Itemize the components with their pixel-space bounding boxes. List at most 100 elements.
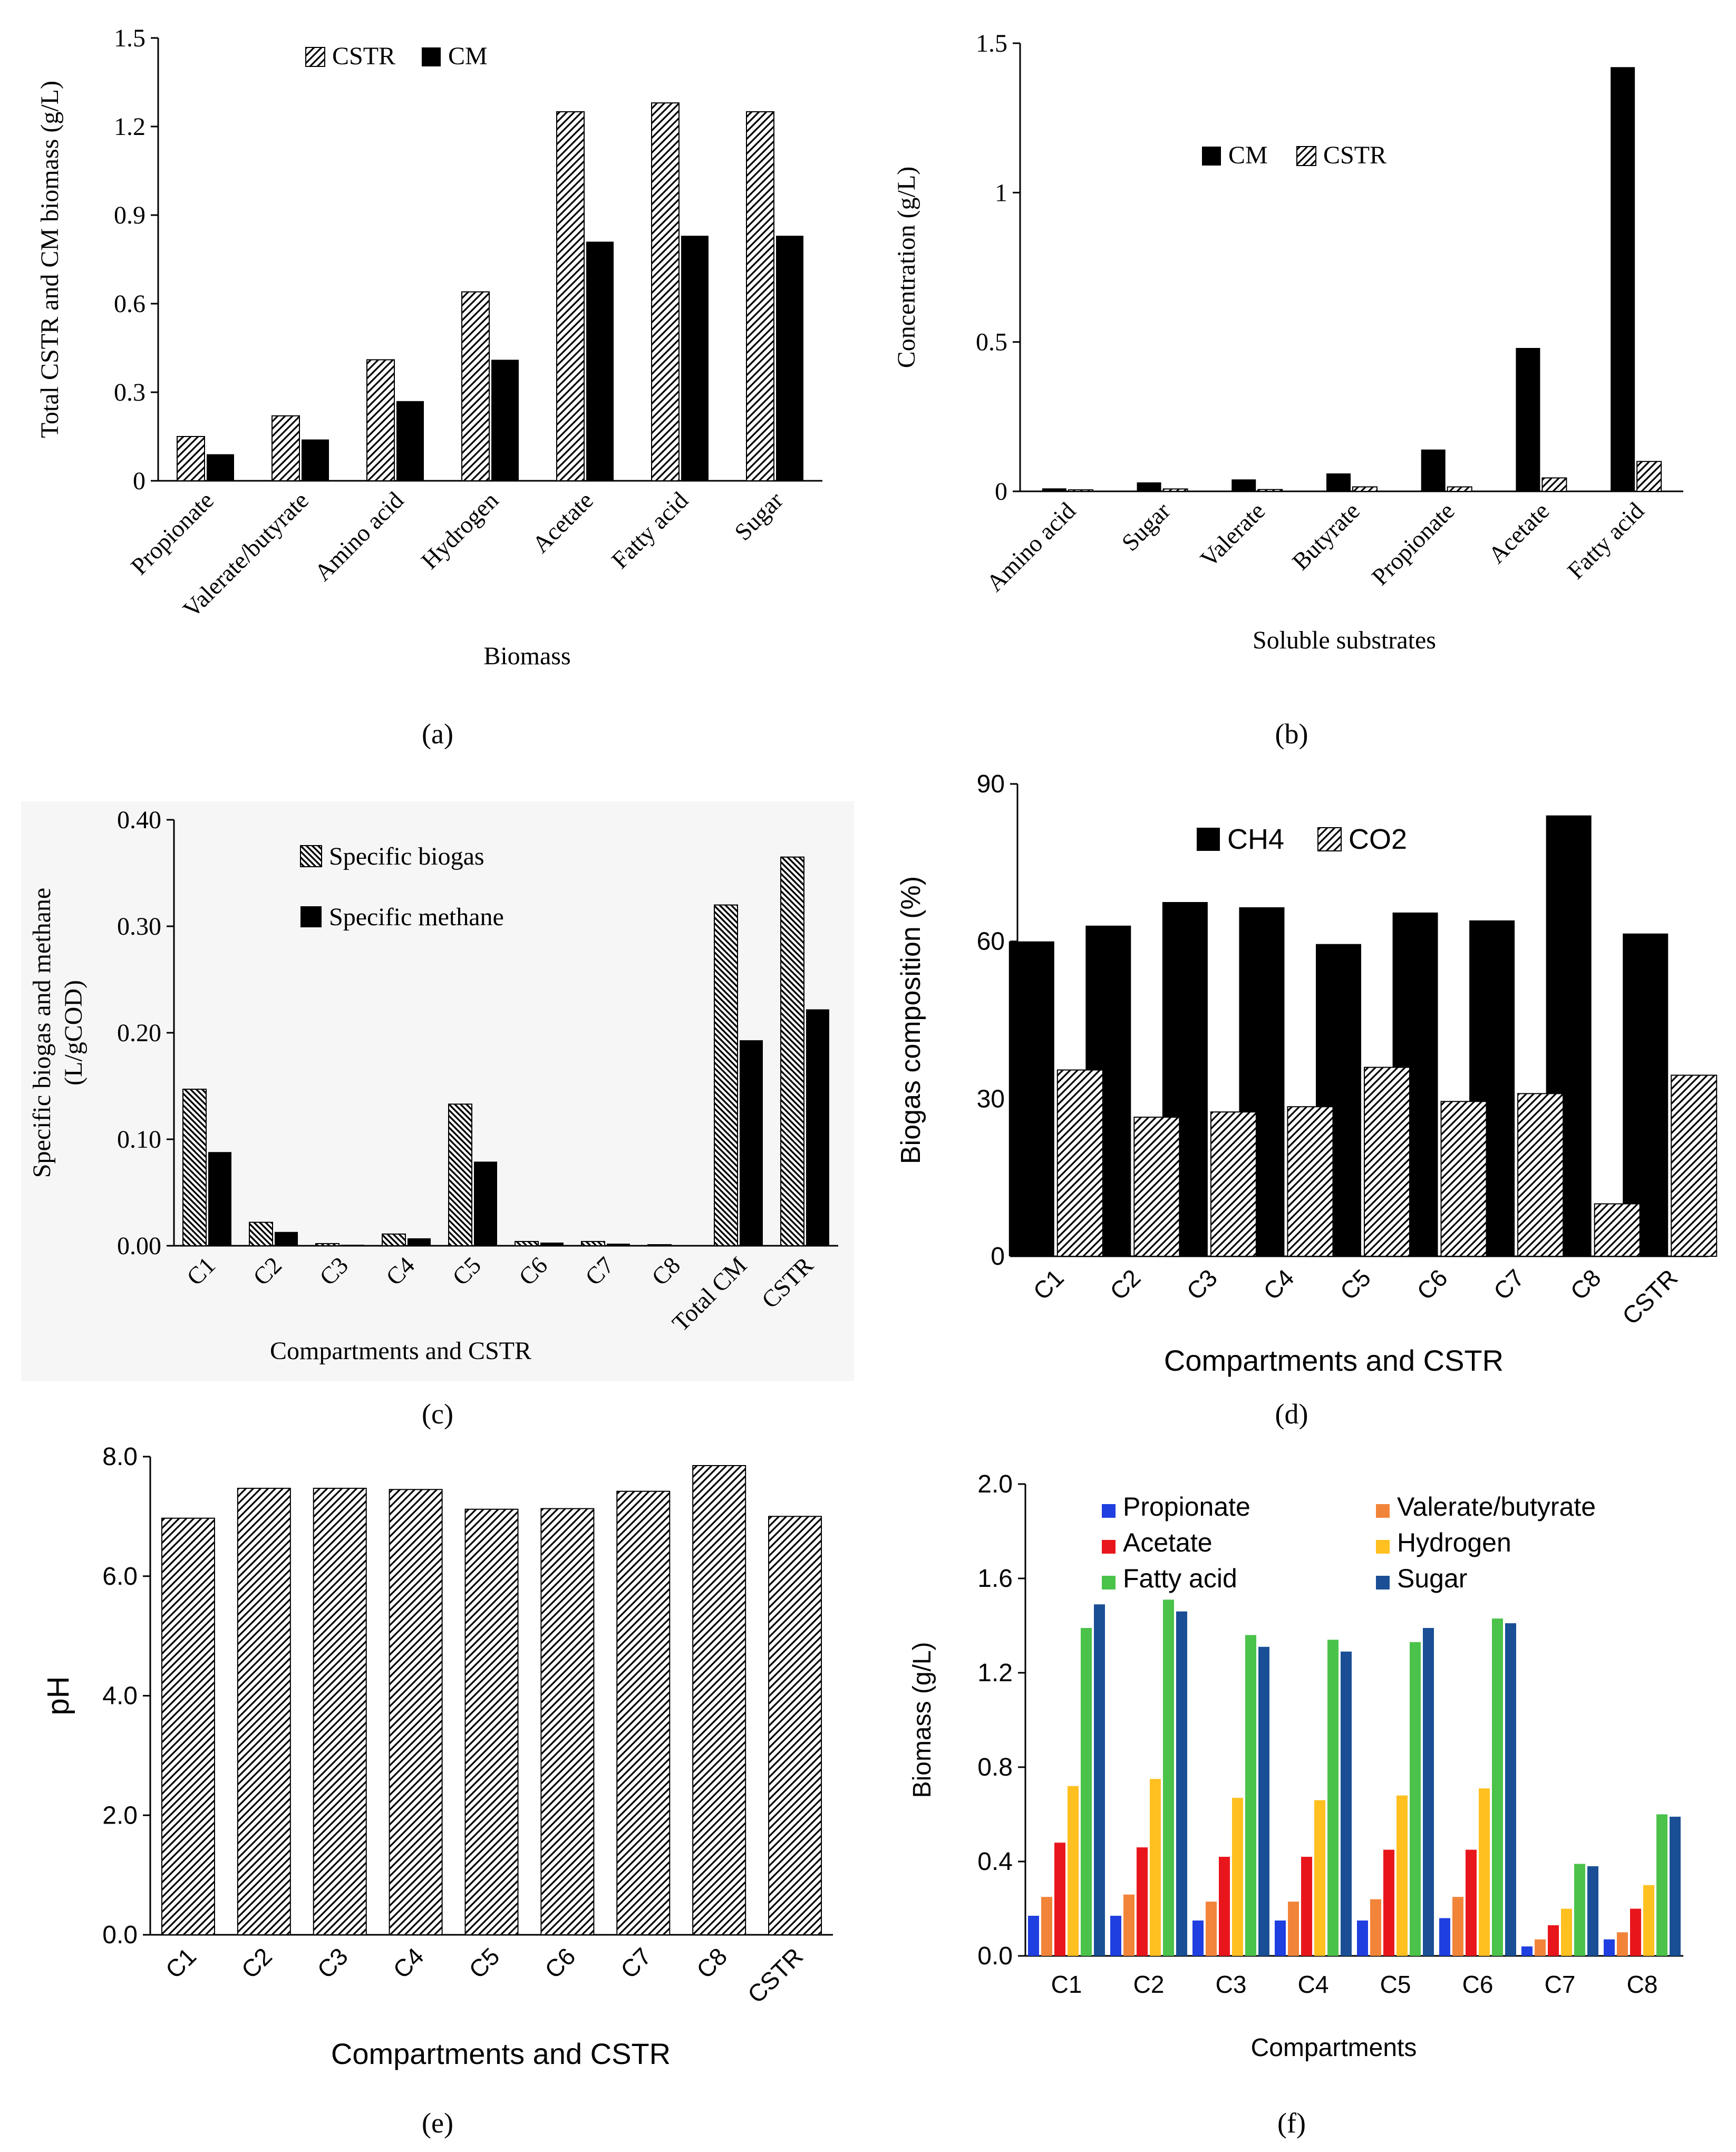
legend-swatch <box>1202 147 1221 166</box>
bar-sugar <box>1094 1604 1105 1956</box>
x-tick-label: Acetate <box>527 487 598 558</box>
legend-label: Acetate <box>1123 1528 1213 1557</box>
x-tick-label: CSTR <box>742 1942 808 2008</box>
bar-valerate-butyrate <box>1041 1897 1052 1956</box>
bar-co2 <box>1210 1111 1257 1257</box>
legend-swatch <box>1376 1576 1390 1589</box>
x-tick-label: C7 <box>1545 1971 1576 1998</box>
bar-value <box>389 1489 443 1935</box>
bar-valerate-butyrate <box>1617 1932 1628 1956</box>
bar-acetate <box>1548 1925 1559 1956</box>
bar-specific-biogas <box>714 904 738 1246</box>
bar-fatty-acid <box>1081 1627 1092 1956</box>
y-tick-label: 0.0 <box>102 1921 138 1949</box>
chart-e: 0.0 2.0 4.0 6.0 8.0 C1 C2 C3 C4 C5 C6 C7 C8 CSTR Compa… <box>41 1443 833 2139</box>
x-tick-label: C2 <box>1104 1264 1146 1305</box>
bar-specific-methane <box>806 1009 829 1246</box>
bar-cstr <box>746 111 774 481</box>
bar-specific-biogas <box>515 1240 539 1246</box>
y-tick-label: 2.0 <box>102 1801 138 1829</box>
bar-acetate <box>1383 1849 1394 1956</box>
panel-label: (d) <box>1275 1398 1308 1430</box>
legend-label: CH4 <box>1227 823 1284 855</box>
y-tick-label: 0.4 <box>977 1848 1013 1876</box>
bar-value <box>616 1490 671 1936</box>
chart-f: 0.0 0.4 0.8 1.2 1.6 2.0 C1 C2 C3 C4 C5 C6 C7 C8 Compar… <box>908 1470 1683 2139</box>
x-axis-title: Compartments <box>1251 2034 1417 2062</box>
panel-label: (e) <box>422 2107 453 2139</box>
bar-cm <box>776 236 803 481</box>
bar-co2 <box>1133 1117 1180 1257</box>
bar-fatty-acid <box>1492 1618 1503 1956</box>
x-axis-title: Compartments and CSTR <box>331 2037 671 2070</box>
bar-cm <box>1421 449 1446 491</box>
bar-fatty-acid <box>1410 1642 1421 1956</box>
y-tick-label: 0 <box>133 467 146 495</box>
bar-co2 <box>1517 1093 1564 1257</box>
bar-cstr <box>651 102 680 481</box>
bar-sugar <box>1587 1866 1598 1956</box>
bar-cm <box>586 241 614 481</box>
bar-cstr <box>1257 489 1283 492</box>
bar-acetate <box>1137 1847 1148 1956</box>
bar-specific-methane <box>607 1243 630 1246</box>
bar-hydrogen <box>1396 1795 1408 1956</box>
x-tick-label: C8 <box>691 1942 732 1983</box>
y-tick-label: 30 <box>977 1085 1005 1113</box>
x-tick-label: Amino acid <box>981 497 1081 597</box>
bar-valerate-butyrate <box>1123 1894 1134 1956</box>
bar-valerate-butyrate <box>1535 1939 1546 1956</box>
bar-cstr <box>461 291 490 481</box>
bar-hydrogen <box>1150 1779 1161 1956</box>
bar-sugar <box>1505 1623 1516 1956</box>
y-tick-label: 60 <box>977 928 1005 956</box>
y-tick-label: 0 <box>995 478 1007 506</box>
legend-swatch <box>300 845 322 867</box>
y-tick-label: 0.5 <box>976 328 1007 356</box>
x-tick-label: C5 <box>463 1942 505 1983</box>
bar-cstr <box>556 111 585 481</box>
bar-valerate-butyrate <box>1452 1897 1463 1956</box>
y-tick-label: 0.00 <box>117 1232 161 1260</box>
x-tick-label: Sugar <box>1117 497 1176 556</box>
bar-co2 <box>1671 1074 1718 1257</box>
x-tick-label: C1 <box>1027 1264 1069 1305</box>
y-tick-label: 0.9 <box>114 201 146 229</box>
legend-label: CSTR <box>1323 141 1386 169</box>
x-tick-label: C7 <box>1488 1264 1529 1305</box>
bar-specific-methane <box>208 1152 231 1246</box>
y-tick-label: 0.3 <box>114 379 146 406</box>
legend-swatch <box>305 47 325 67</box>
bar-co2 <box>1287 1106 1334 1257</box>
x-tick-label: C6 <box>1411 1264 1452 1305</box>
x-tick-label: C6 <box>1462 1971 1493 1998</box>
x-tick-label: Propionate <box>1366 497 1460 590</box>
bar-propionate <box>1439 1918 1450 1956</box>
bar-fatty-acid <box>1163 1600 1174 1956</box>
bar-valerate-butyrate <box>1370 1899 1381 1956</box>
panel-label: (b) <box>1275 718 1308 750</box>
y-axis-title: Total CSTR and CM biomass (g/L) <box>36 81 64 438</box>
bar-value <box>692 1465 746 1936</box>
bar-specific-methane <box>673 1245 696 1246</box>
bar-valerate-butyrate <box>1288 1902 1299 1956</box>
panel-label: (f) <box>1277 2107 1306 2139</box>
bar-cstr <box>1352 486 1378 492</box>
bar-sugar <box>1423 1627 1434 1956</box>
y-axis-title: Specific biogas and methane <box>28 888 56 1178</box>
x-tick-label: Acetate <box>1483 497 1554 568</box>
bar-cm <box>1042 488 1066 491</box>
bar-value <box>768 1516 822 1935</box>
y-tick-label: 4.0 <box>102 1682 138 1710</box>
bar-specific-methane <box>474 1161 497 1246</box>
x-axis-title: Compartments and CSTR <box>270 1337 531 1365</box>
legend-swatch <box>1376 1504 1390 1518</box>
bar-propionate <box>1604 1939 1615 1956</box>
bar-propionate <box>1275 1920 1286 1956</box>
bar-specific-methane <box>740 1040 763 1246</box>
bar-co2 <box>1056 1069 1103 1257</box>
x-tick-label: Fatty acid <box>1562 497 1649 584</box>
bar-fatty-acid <box>1574 1864 1585 1956</box>
bar-specific-methane <box>341 1244 364 1246</box>
